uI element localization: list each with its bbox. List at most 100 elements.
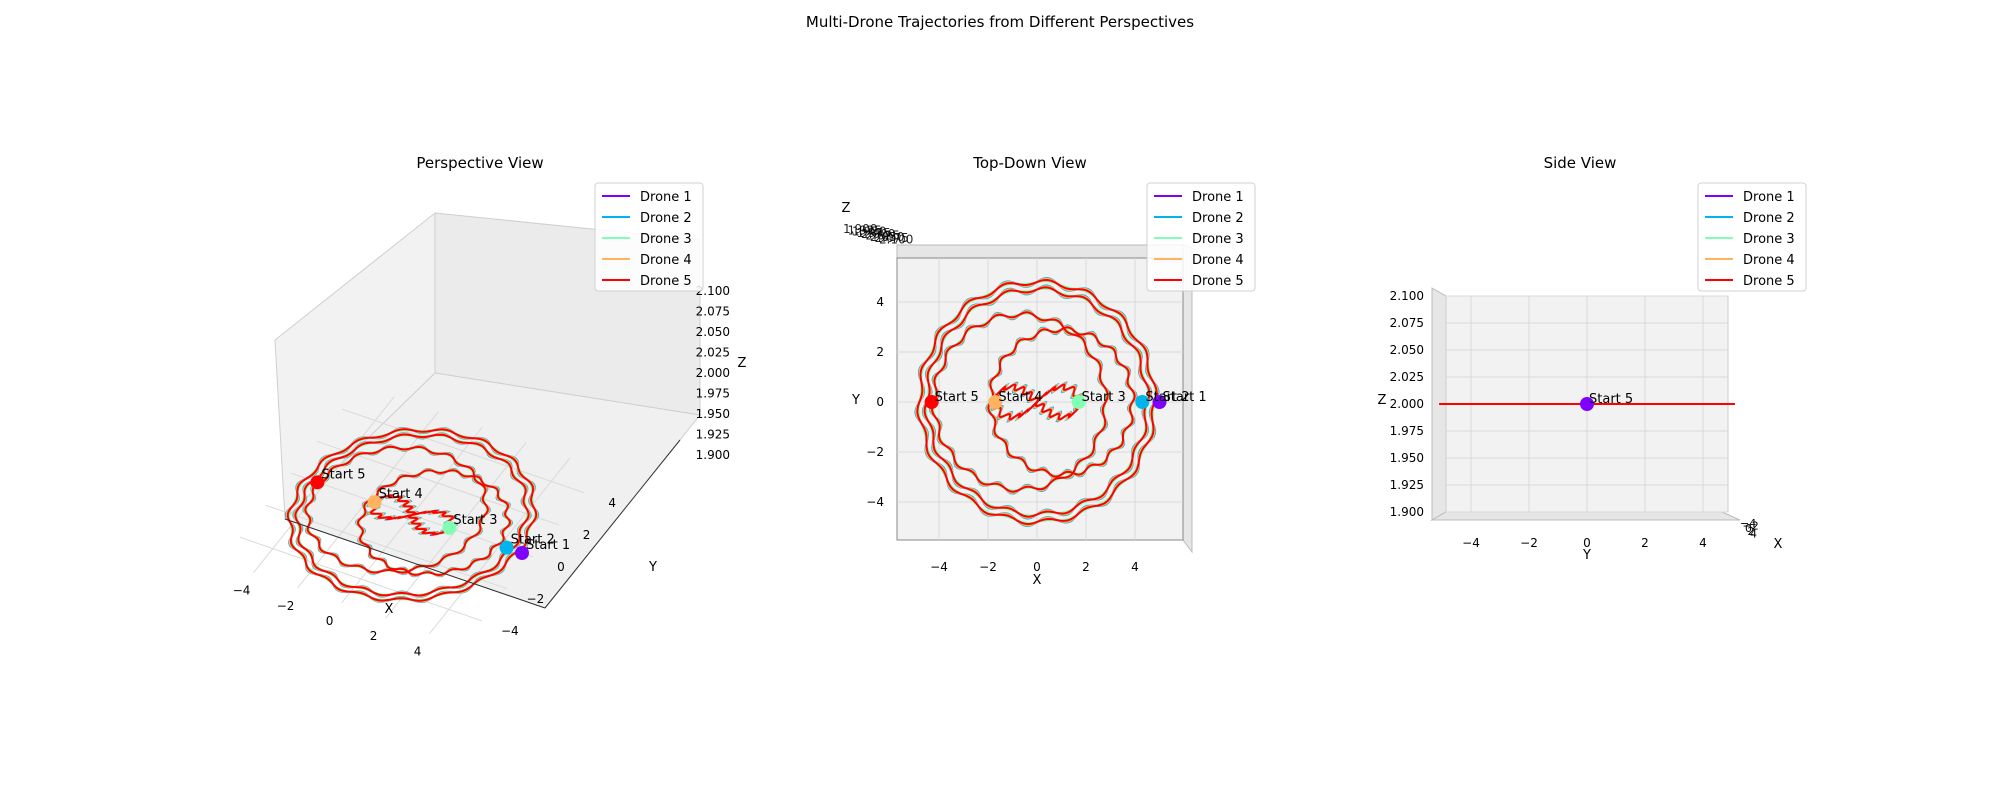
x-axis-label: X — [1774, 537, 1783, 552]
start-marker — [1580, 397, 1594, 411]
legend: Drone 1 Drone 2 Drone 3 Drone 4 Drone 5 — [1146, 182, 1256, 292]
legend-item: Drone 1 — [1154, 190, 1244, 205]
legend-item: Drone 3 — [602, 232, 692, 247]
legend-item: Drone 4 — [1705, 253, 1795, 268]
z-tick-label: 2.075 — [696, 305, 730, 319]
svg-text:Drone 5: Drone 5 — [1743, 274, 1795, 289]
svg-text:Drone 1: Drone 1 — [1743, 190, 1795, 205]
z-tick-label: 1.900 — [1390, 505, 1424, 519]
y-tick-label: −4 — [501, 624, 519, 638]
start-marker — [310, 475, 325, 490]
z-tick-labels: 1.9001.9251.9501.9752.0002.0252.0502.075… — [843, 222, 913, 246]
y-tick-label: −4 — [866, 495, 884, 509]
legend-item: Drone 3 — [1705, 232, 1795, 247]
side-view-title: Side View — [1544, 154, 1617, 172]
z-tick-label: 2.025 — [866, 229, 900, 243]
x-tick-label: −2 — [1743, 520, 1759, 533]
z-tick-label: 1.975 — [696, 387, 730, 401]
legend-item: Drone 2 — [1154, 211, 1244, 226]
z-tick-label: 2.100 — [1390, 289, 1424, 303]
z-tick-label: 2.000 — [1390, 397, 1424, 411]
x-tick-label: −2 — [979, 560, 997, 574]
svg-text:Drone 3: Drone 3 — [640, 232, 692, 247]
z-tick-label: 1.975 — [1390, 424, 1424, 438]
svg-text:Drone 4: Drone 4 — [1192, 253, 1244, 268]
start-label: Start 3 — [1082, 390, 1126, 405]
axis-ticks: −4 −2 0 2 4 −4 −2 0 2 4 — [866, 295, 1139, 574]
legend: Drone 1 Drone 2 Drone 3 Drone 4 Drone 5 — [1697, 182, 1807, 292]
side-view-panel: Side View 1.900 1.925 1.950 1.975 2.000 2.025… — [1378, 154, 1807, 563]
z-tick-label: 2.050 — [1390, 343, 1424, 357]
legend-item: Drone 1 — [1705, 190, 1795, 205]
perspective-view-title: Perspective View — [416, 154, 543, 172]
svg-text:Drone 3: Drone 3 — [1743, 232, 1795, 247]
y-axis-label: Y — [648, 560, 657, 575]
y-tick-label: 2 — [876, 345, 884, 359]
z-tick-label: 2.025 — [1390, 370, 1424, 384]
y-tick-label: 4 — [1699, 536, 1707, 550]
start-label: Start 2 — [511, 533, 555, 548]
start-markers: Start 5 — [1580, 392, 1633, 411]
z-tick-label: 2.025 — [696, 346, 730, 360]
x-tick-label: 4 — [1750, 527, 1757, 540]
legend-item: Drone 5 — [602, 274, 692, 289]
z-tick-label: 2.075 — [875, 231, 909, 245]
figure-title: Multi-Drone Trajectories from Different … — [806, 13, 1194, 31]
y-tick-label: −2 — [1520, 536, 1538, 550]
y-tick-label: −2 — [527, 592, 545, 606]
z-tick-label: 1.950 — [1390, 451, 1424, 465]
svg-text:Drone 4: Drone 4 — [1743, 253, 1795, 268]
y-tick-label: −2 — [866, 445, 884, 459]
start-marker — [367, 495, 382, 510]
z-tick-label: 1.925 — [1390, 478, 1424, 492]
x-tick-label: 0 — [326, 614, 334, 628]
z-tick-label: 2.050 — [696, 325, 730, 339]
svg-text:Drone 2: Drone 2 — [1192, 211, 1244, 226]
start-label: Start 2 — [1145, 390, 1189, 405]
top-down-view-title: Top-Down View — [972, 154, 1087, 172]
start-label: Start 1 — [526, 538, 570, 553]
y-axis-line — [544, 439, 681, 609]
z-tick-label: 2.075 — [1390, 316, 1424, 330]
start-marker — [924, 395, 939, 409]
x-tick-label: 4 — [1131, 560, 1139, 574]
trajectory-line — [916, 278, 1158, 526]
svg-text:Drone 1: Drone 1 — [1192, 190, 1244, 205]
y-tick-label: 0 — [1583, 536, 1591, 550]
start-marker — [442, 520, 457, 535]
x-tick-label: 4 — [414, 644, 422, 658]
legend-item: Drone 1 — [602, 190, 692, 205]
start-marker — [499, 540, 514, 555]
y-axis-label: Y — [1582, 548, 1591, 563]
z-axis-label: Z — [842, 201, 851, 216]
x-axis-ticks: −4 −2 0 2 4 — [233, 584, 422, 659]
y-tick-label: 0 — [876, 395, 884, 409]
legend-item: Drone 2 — [1705, 211, 1795, 226]
x-tick-label: 2 — [1748, 525, 1755, 538]
start-marker — [515, 546, 529, 560]
svg-text:Drone 1: Drone 1 — [640, 190, 692, 205]
x-tick-label: 0 — [1745, 522, 1752, 535]
x-tick-label: 0 — [1033, 560, 1041, 574]
start-marker — [1071, 395, 1086, 409]
grid-line — [342, 408, 585, 494]
start-label: Start 4 — [379, 487, 423, 502]
start-marker — [988, 395, 1003, 409]
z-tick-label: 2.000 — [696, 366, 730, 380]
x-tick-label: −4 — [1740, 517, 1756, 530]
legend-item: Drone 2 — [602, 211, 692, 226]
start-label: Start 5 — [1589, 392, 1633, 407]
z-tick-label: 1.950 — [696, 407, 730, 421]
legend: Drone 1 Drone 2 Drone 3 Drone 4 Drone 5 — [594, 182, 704, 292]
start-label: Start 5 — [321, 467, 365, 482]
start-label: Start 3 — [453, 513, 497, 528]
legend-item: Drone 4 — [1154, 253, 1244, 268]
legend-item: Drone 5 — [1154, 274, 1244, 289]
z-axis-label: Z — [738, 356, 747, 371]
z-tick-label: 2.050 — [870, 230, 904, 244]
axis-ticks: 1.900 1.925 1.950 1.975 2.000 2.025 2.050 2.075… — [1390, 289, 1707, 550]
